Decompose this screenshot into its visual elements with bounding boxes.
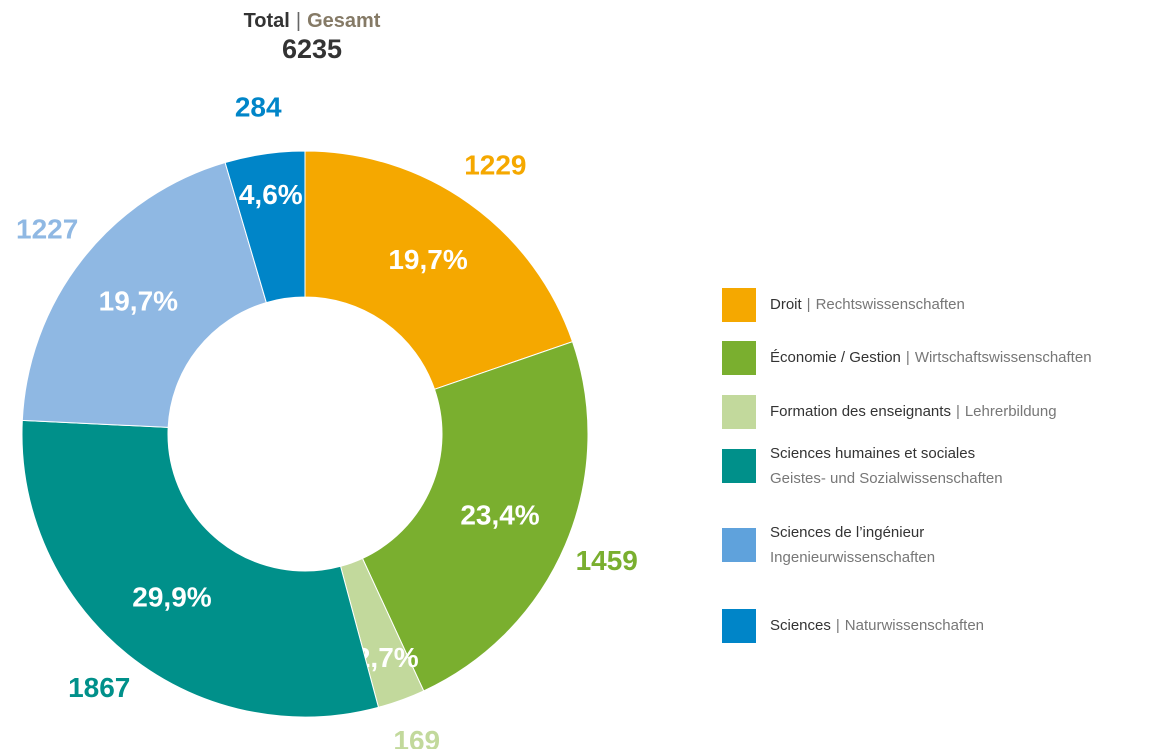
legend-swatch <box>722 449 756 483</box>
legend-label: Économie / Gestion <box>770 349 901 366</box>
legend-entry: Économie / Gestion | Wirtschaftswissenscha… <box>770 349 1092 366</box>
legend-label-de: Naturwissenschaften <box>845 617 984 634</box>
legend-label-de: Rechtswissenschaften <box>816 296 965 313</box>
legend-swatch <box>722 609 756 643</box>
legend-label: Sciences de l’ingénieur <box>770 524 924 541</box>
percent-label: 19,7% <box>388 244 467 275</box>
value-label: 1229 <box>464 149 526 180</box>
legend-swatch <box>722 341 756 375</box>
slice <box>21 161 267 428</box>
total-value: 6235 <box>282 34 342 64</box>
value-label: 1227 <box>16 214 78 245</box>
percent-label: 4,6% <box>239 179 303 210</box>
percent-label: 29,9% <box>132 581 211 612</box>
slice <box>361 341 589 692</box>
legend-entry: Sciences | Naturwissenschaften <box>770 617 984 634</box>
separator: | <box>836 617 840 634</box>
legend-label: Sciences <box>770 617 831 634</box>
legend-label: Droit <box>770 296 803 313</box>
total-label: Total <box>244 10 290 32</box>
separator: | <box>906 349 910 366</box>
value-label: 1867 <box>68 672 130 703</box>
total-title: Total | Gesamt <box>244 10 381 32</box>
slice <box>21 419 380 718</box>
legend-label-de: Geistes- und Sozialwissenschaften <box>770 470 1003 487</box>
separator: | <box>296 10 301 32</box>
legend-swatch <box>722 528 756 562</box>
slice <box>224 150 306 304</box>
value-label: 1459 <box>576 545 638 576</box>
legend-label: Formation des enseignants <box>770 403 951 420</box>
legend-label-de: Ingenieurwissenschaften <box>770 549 935 566</box>
separator: | <box>807 296 811 313</box>
legend-entry: Droit | Rechtswissenschaften <box>770 296 965 313</box>
legend-swatch <box>722 395 756 429</box>
legend-entry: Formation des enseignants | Lehrerbildung <box>770 403 1057 420</box>
legend-label-de: Wirtschaftswissenschaften <box>915 349 1092 366</box>
percent-label: 19,7% <box>99 285 178 316</box>
percent-label: 23,4% <box>460 500 539 531</box>
total-label-de: Gesamt <box>307 10 381 32</box>
slice <box>304 150 574 390</box>
legend-label-de: Lehrerbildung <box>965 403 1057 420</box>
value-label: 284 <box>235 92 282 123</box>
legend-label: Sciences humaines et sociales <box>770 445 975 462</box>
separator: | <box>956 403 960 420</box>
legend-swatch <box>722 288 756 322</box>
value-label: 169 <box>393 725 440 749</box>
